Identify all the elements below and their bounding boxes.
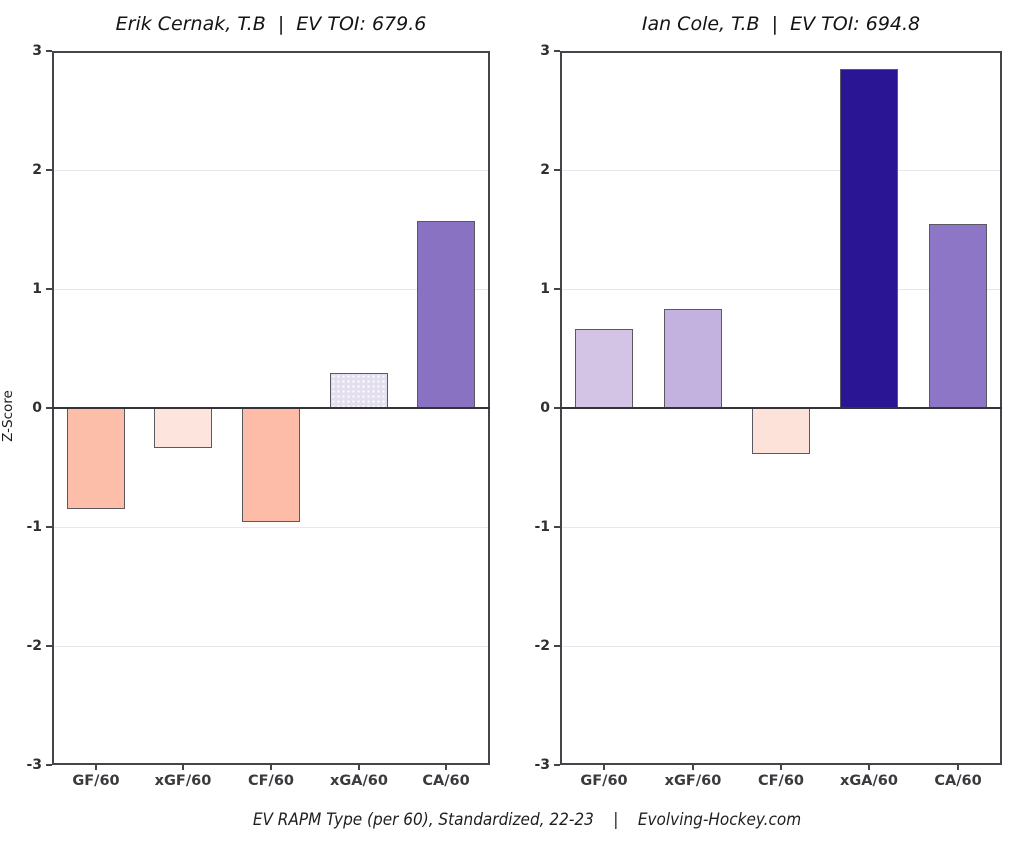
y-tick [46,50,52,52]
x-tick [868,765,870,770]
x-tick [270,765,272,770]
y-tick-label: 3 [540,43,550,59]
y-tick [46,288,52,290]
y-tick-label: 3 [32,43,42,59]
y-tick [554,288,560,290]
y-tick-label: 2 [540,162,550,178]
x-tick-label-xgf60: xGF/60 [154,773,212,789]
y-tick-label: -2 [26,638,42,654]
y-tick-label: -3 [26,757,42,773]
y-tick-label: -2 [534,638,550,654]
x-tick [692,765,694,770]
bar-xgf60 [154,408,212,448]
y-tick [46,526,52,528]
bar-cf60 [242,408,300,522]
y-tick-label: 0 [32,400,42,416]
x-tick-label-gf60: GF/60 [580,773,628,789]
y-tick [554,407,560,409]
gridline-y-2 [54,646,488,647]
x-tick-label-ca60: CA/60 [422,773,470,789]
x-tick [603,765,605,770]
gridline-y-1 [54,527,488,528]
x-tick [358,765,360,770]
x-tick [780,765,782,770]
gridline-y1 [562,289,1000,290]
x-tick-label-cf60: CF/60 [247,773,295,789]
y-tick [554,50,560,52]
y-tick-label: 2 [32,162,42,178]
y-tick-label: -1 [534,519,550,535]
gridline-y2 [54,170,488,171]
bar-xga60 [840,69,898,408]
zero-line [560,407,1002,409]
x-tick [182,765,184,770]
x-tick [445,765,447,770]
y-tick-label: 1 [540,281,550,297]
x-tick-label-xga60: xGA/60 [330,773,388,789]
bar-gf60 [575,329,633,408]
bar-gf60 [67,408,125,509]
gridline-y-2 [562,646,1000,647]
y-tick-label: 0 [540,400,550,416]
bar-xga60 [330,373,388,408]
y-tick-label: -3 [534,757,550,773]
x-tick-label-cf60: CF/60 [757,773,805,789]
y-tick [46,169,52,171]
x-tick [957,765,959,770]
x-tick-label-xgf60: xGF/60 [664,773,722,789]
gridline-y2 [562,170,1000,171]
y-tick [46,645,52,647]
y-tick-label: -1 [26,519,42,535]
y-tick [46,764,52,766]
y-tick [554,645,560,647]
left-panel-title: Erik Cernak, T.B | EV TOI: 679.6 [115,13,427,35]
right-panel-title: Ian Cole, T.B | EV TOI: 694.8 [641,13,921,35]
zero-line [52,407,490,409]
y-tick [46,407,52,409]
y-tick [554,526,560,528]
gridline-y1 [54,289,488,290]
figure-caption: EV RAPM Type (per 60), Standardized, 22-… [252,810,802,830]
y-tick-label: 1 [32,281,42,297]
y-tick [554,169,560,171]
gridline-y-1 [562,527,1000,528]
y-tick [554,764,560,766]
x-tick-label-ca60: CA/60 [934,773,982,789]
bar-xgf60 [664,309,722,408]
bar-ca60 [417,221,475,408]
x-tick [95,765,97,770]
bar-cf60 [752,408,810,454]
x-tick-label-gf60: GF/60 [72,773,120,789]
x-tick-label-xga60: xGA/60 [840,773,898,789]
y-axis-label: Z-Score [0,390,16,442]
bar-ca60 [929,224,987,408]
